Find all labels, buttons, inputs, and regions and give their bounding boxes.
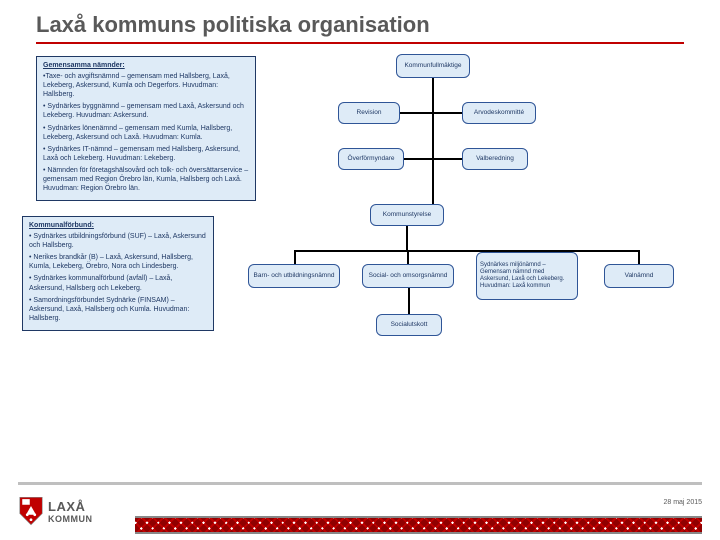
node-rev: Revision [338,102,400,124]
connector [638,250,640,264]
textbox-header: Kommunalförbund: [29,221,207,230]
logo-text-1: LAXÅ [48,499,93,514]
node-mil: Sydnärkes miljönämnd – Gemensam nämnd me… [476,252,578,300]
textbox-item: • Nerikes brandkår (B) – Laxå, Askersund… [29,253,207,271]
page-title: Laxå kommuns politiska organisation [0,0,720,42]
textbox-item: • Sydnärkes lönenämnd – gemensam med Kum… [43,124,249,142]
textbox-item: • Sydnärkes IT-nämnd – gemensam med Hall… [43,145,249,163]
textbox-gemensamma: Gemensamma nämnder: •Taxe- och avgiftsnäm… [36,56,256,201]
connector [432,78,434,218]
connector [400,158,464,160]
decorative-band [135,516,702,534]
textbox-item: • Samordningsförbundet Sydnärke (FINSAM)… [29,296,207,323]
connector [400,112,464,114]
logo: LAXÅ KOMMUN [18,496,93,526]
textbox-item: • Sydnärkes utbildningsförbund (SUF) – L… [29,232,207,250]
node-son: Social- och omsorgsnämnd [362,264,454,288]
node-arv: Arvodeskommitté [462,102,536,124]
node-val: Valberedning [462,148,528,170]
node-bun: Barn- och utbildningsnämnd [248,264,340,288]
footer-date: 28 maj 2015 [663,499,702,506]
diagram-area: Gemensamma nämnder: •Taxe- och avgiftsnäm… [0,50,720,470]
textbox-kommunalforbund: Kommunalförbund: • Sydnärkes utbildningsf… [22,216,214,331]
node-soc: Socialutskott [376,314,442,336]
textbox-item: • Nämnden för företagshälsovård och tolk… [43,166,249,193]
connector [294,250,640,252]
title-underline [36,42,684,44]
footer: LAXÅ KOMMUN 28 maj 2015 [0,482,720,540]
node-vln: Valnämnd [604,264,674,288]
textbox-item: •Taxe- och avgiftsnämnd – gemensam med H… [43,72,249,99]
node-ks: Kommunstyrelse [370,204,444,226]
node-ovf: Överförmyndare [338,148,404,170]
connector [407,250,409,264]
shield-icon [18,496,44,526]
connector [294,250,296,264]
textbox-item: • Sydnärkes byggnämnd – gemensam med Lax… [43,102,249,120]
textbox-header: Gemensamma nämnder: [43,61,249,70]
connector [406,226,408,250]
textbox-item: • Sydnärkes kommunalförbund (avfall) – L… [29,274,207,292]
node-kf: Kommunfullmäktige [396,54,470,78]
logo-text-2: KOMMUN [48,514,93,524]
connector [408,288,410,314]
